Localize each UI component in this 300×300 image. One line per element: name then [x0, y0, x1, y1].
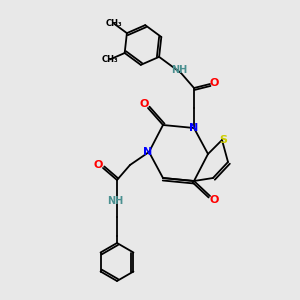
Text: CH₃: CH₃ [106, 19, 122, 28]
Text: O: O [209, 195, 219, 205]
Text: O: O [93, 160, 103, 170]
Text: NH: NH [171, 65, 187, 75]
Text: N: N [189, 123, 199, 133]
Text: O: O [139, 99, 149, 109]
Text: NH: NH [107, 196, 123, 206]
Text: CH₃: CH₃ [102, 55, 118, 64]
Text: S: S [219, 135, 227, 145]
Text: N: N [143, 147, 153, 157]
Text: O: O [209, 78, 219, 88]
